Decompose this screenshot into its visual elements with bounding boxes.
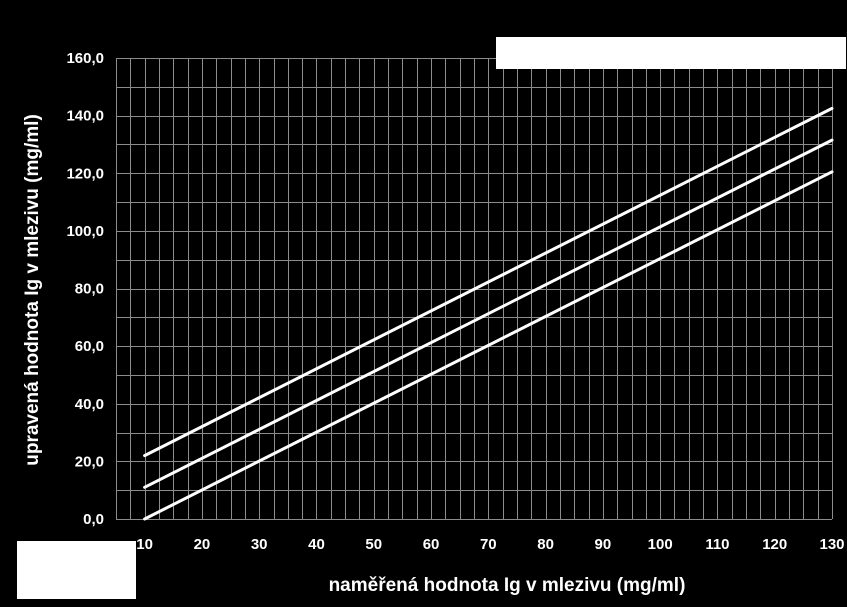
x-tick-label: 20 (194, 536, 211, 553)
y-tick-label: 20,0 (75, 453, 104, 470)
x-tick-labels: 10 20 30 40 50 60 70 80 90 100 110 120 130 (136, 536, 844, 553)
y-tick-label: 0,0 (83, 511, 104, 528)
x-tick-label: 30 (251, 536, 268, 553)
y-tick-label: 60,0 (75, 338, 104, 355)
x-tick-label: 10 (136, 536, 153, 553)
y-tick-label: 120,0 (66, 165, 104, 182)
x-tick-label: 60 (423, 536, 440, 553)
x-axis-title: naměřená hodnota Ig v mlezivu (mg/ml) (329, 575, 686, 596)
x-tick-label: 90 (595, 536, 612, 553)
x-tick-label: 80 (537, 536, 554, 553)
white-box-bottom-left (17, 541, 136, 599)
x-tick-label: 50 (365, 536, 382, 553)
y-tick-label: 80,0 (75, 281, 104, 298)
series-line-3 (143, 170, 834, 521)
x-tick-label: 110 (705, 536, 729, 553)
y-tick-label: 140,0 (66, 108, 104, 125)
x-tick-label: 130 (819, 536, 844, 553)
white-box-top-right (496, 37, 846, 69)
x-tick-label: 100 (648, 536, 673, 553)
x-tick-label: 70 (480, 536, 497, 553)
series-line-2 (143, 138, 834, 489)
y-tick-label: 40,0 (75, 396, 104, 413)
series-line-1 (143, 106, 834, 458)
y-tick-label: 160,0 (66, 50, 104, 67)
x-tick-label: 120 (762, 536, 787, 553)
y-tick-labels: 0,0 20,0 40,0 60,0 80,0 100,0 120,0 140,0 160,0 (66, 50, 104, 528)
x-tick-label: 40 (308, 536, 325, 553)
series-lines (143, 106, 834, 521)
y-axis-title: upravená hodnota Ig v mlezivu (mg/ml) (22, 114, 43, 466)
vertical-gridlines (116, 58, 833, 519)
y-tick-label: 100,0 (66, 223, 104, 240)
